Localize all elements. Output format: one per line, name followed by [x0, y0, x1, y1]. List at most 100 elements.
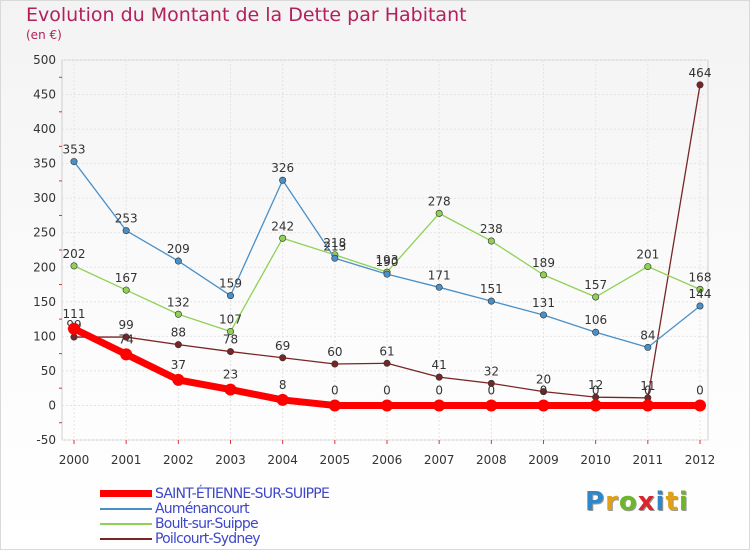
legend-label: Poilcourt-Sydney	[155, 530, 261, 547]
data-label: 84	[640, 328, 655, 342]
x-tick-label: 2011	[633, 453, 664, 467]
data-label: 278	[428, 194, 451, 208]
data-point	[383, 270, 391, 278]
y-tick-label: 450	[33, 88, 56, 102]
x-tick-label: 2005	[320, 453, 351, 467]
y-tick-label: 100	[33, 329, 56, 343]
x-tick-label: 2012	[685, 453, 716, 467]
data-point	[224, 383, 237, 396]
data-label: 11	[640, 379, 655, 393]
logo-letter: P	[585, 487, 606, 517]
data-label: 213	[323, 239, 346, 253]
data-point	[539, 311, 547, 319]
legend-label: Boult-sur-Suippe	[155, 515, 259, 532]
data-label: 111	[63, 307, 86, 321]
data-point	[696, 285, 704, 293]
data-label: 0	[696, 383, 704, 397]
data-point	[331, 254, 339, 262]
data-point	[485, 399, 498, 412]
y-tick-label: 250	[33, 226, 56, 240]
data-label: 0	[331, 383, 339, 397]
data-point	[694, 399, 706, 412]
data-point	[227, 292, 235, 300]
data-point	[644, 263, 652, 271]
data-label: 0	[435, 383, 443, 397]
x-tick-label: 2000	[59, 453, 90, 467]
data-point	[435, 283, 443, 291]
legend-swatch	[100, 507, 152, 510]
data-point	[487, 297, 495, 305]
data-label: 0	[592, 383, 600, 397]
y-tick-label: 50	[41, 364, 56, 378]
data-label: 41	[432, 358, 447, 372]
data-label: 32	[484, 364, 499, 378]
data-point	[276, 393, 289, 406]
logo-letter: o	[618, 487, 638, 517]
y-tick-label: 300	[33, 191, 56, 205]
data-label: 202	[63, 247, 86, 261]
data-point	[435, 209, 443, 217]
logo-letter: i	[678, 487, 689, 517]
data-point	[487, 379, 495, 387]
data-point	[122, 227, 130, 235]
data-label: 78	[223, 333, 238, 347]
x-tick-label: 2004	[267, 453, 298, 467]
x-tick-label: 2010	[580, 453, 611, 467]
data-point	[120, 348, 133, 361]
x-tick-label: 2007	[424, 453, 455, 467]
data-label: 190	[376, 255, 399, 269]
y-tick-label: -50	[36, 433, 56, 447]
data-label: 0	[644, 383, 652, 397]
data-label: 353	[63, 143, 86, 157]
data-label: 12	[588, 378, 603, 392]
legend-label: Auménancourt	[155, 500, 250, 517]
data-point	[279, 354, 287, 362]
y-tick-label: 350	[33, 157, 56, 171]
data-point	[328, 399, 341, 412]
data-label: 167	[115, 271, 138, 285]
data-point	[537, 399, 550, 412]
data-point	[592, 293, 600, 301]
data-point	[174, 310, 182, 318]
data-point	[589, 399, 602, 412]
data-point	[227, 348, 235, 356]
data-label: 99	[119, 318, 134, 332]
legend-swatch	[100, 522, 152, 525]
chart-subtitle: (en €)	[26, 28, 62, 42]
chart-legend: SAINT-ÉTIENNE-SUR-SUIPPE Auménancourt Boul…	[100, 485, 330, 547]
data-point	[122, 286, 130, 294]
data-point	[70, 333, 78, 341]
legend-item: SAINT-ÉTIENNE-SUR-SUIPPE	[100, 485, 330, 502]
data-label: 159	[219, 277, 242, 291]
data-label: 0	[383, 383, 391, 397]
y-tick-label: 500	[33, 53, 56, 67]
data-label: 189	[532, 256, 555, 270]
legend-item: Poilcourt-Sydney	[100, 530, 329, 547]
logo-letter: r	[605, 487, 619, 517]
data-point	[433, 399, 446, 412]
data-label: 132	[167, 295, 190, 309]
data-label: 106	[584, 313, 607, 327]
data-point	[172, 373, 185, 386]
x-tick-label: 2008	[476, 453, 507, 467]
data-point	[644, 343, 652, 351]
data-label: 242	[271, 219, 294, 233]
legend-swatch	[100, 537, 152, 540]
chart-title: Evolution du Montant de la Dette par Hab…	[26, 4, 467, 26]
x-tick-label: 2002	[163, 453, 194, 467]
logo-letter: t	[665, 487, 679, 517]
data-point	[174, 341, 182, 349]
data-label: 107	[219, 313, 242, 327]
data-point	[122, 333, 130, 341]
data-point	[227, 328, 235, 336]
data-point	[331, 360, 339, 368]
data-label: 218	[323, 236, 346, 250]
legend-label: SAINT-ÉTIENNE-SUR-SUIPPE	[155, 485, 330, 502]
data-label: 193	[376, 253, 399, 267]
legend-swatch	[100, 490, 152, 497]
data-label: 37	[171, 358, 186, 372]
proxiti-logo: Proxiti	[585, 487, 689, 517]
data-label: 60	[327, 345, 342, 359]
data-point	[487, 237, 495, 245]
